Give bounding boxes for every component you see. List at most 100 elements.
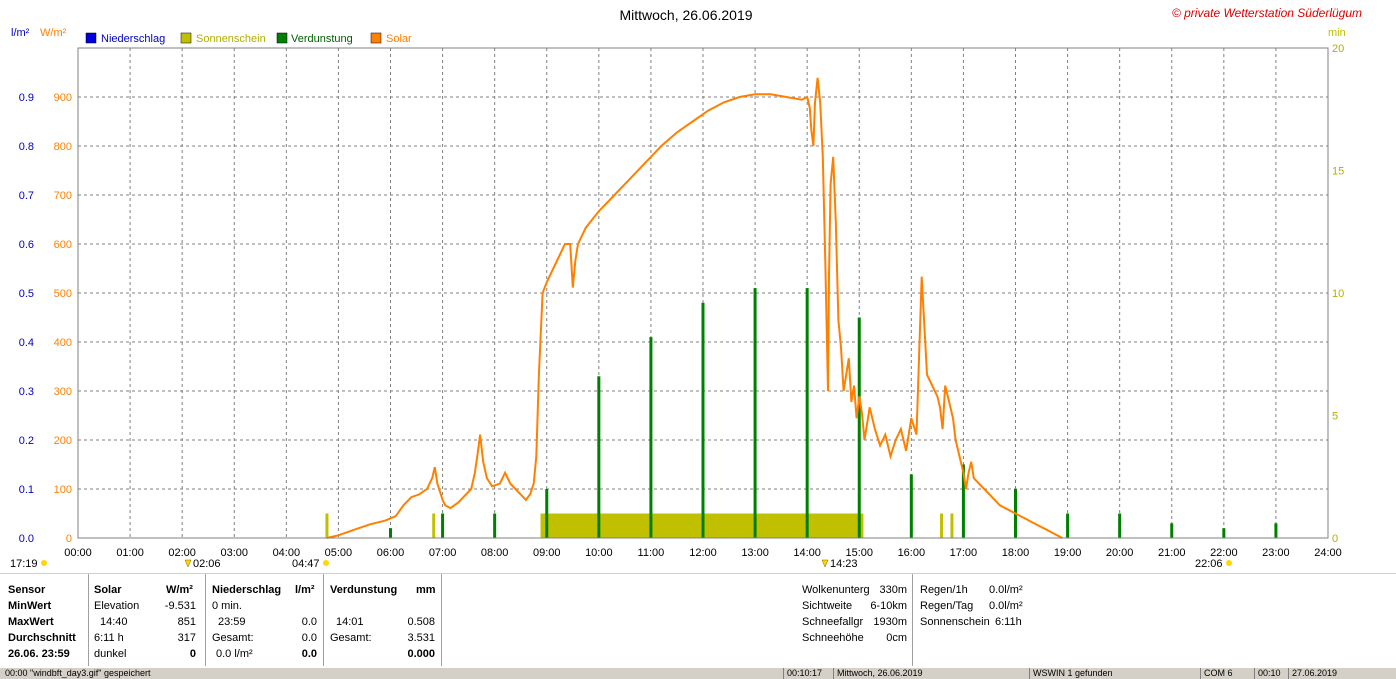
x-tick-label: 13:00 bbox=[741, 547, 769, 559]
evaporation-bar bbox=[493, 513, 497, 538]
y-left-outer-tick-label: 0.5 bbox=[19, 288, 34, 300]
solar-max-time: 14:40 bbox=[100, 616, 128, 628]
x-tick-label: 16:00 bbox=[898, 547, 926, 559]
y-right-tick-label: 10 bbox=[1332, 288, 1344, 300]
marker-label-left: 17:19 bbox=[10, 558, 38, 570]
x-tick-label: 22:00 bbox=[1210, 547, 1238, 559]
x-tick-label: 07:00 bbox=[429, 547, 457, 559]
marker-label-max-a: 02:06 bbox=[193, 558, 221, 570]
solar-avg-label: 6:11 h bbox=[94, 632, 124, 644]
x-tick-label: 12:00 bbox=[689, 547, 717, 559]
evaporation-bar bbox=[753, 288, 757, 538]
weather-value-1: 6-10km bbox=[870, 600, 907, 612]
x-tick-label: 21:00 bbox=[1158, 547, 1186, 559]
x-tick-label: 01:00 bbox=[116, 547, 144, 559]
solar-last-label: dunkel bbox=[94, 648, 127, 660]
verdunstung-last-value: 0.000 bbox=[407, 648, 435, 660]
marker-arrow-max-b bbox=[821, 559, 829, 568]
y-left-inner-tick-label: 500 bbox=[54, 288, 72, 300]
legend-label-verdunstung: Verdunstung bbox=[291, 33, 353, 45]
sunshine-spike bbox=[950, 513, 954, 538]
evaporation-bar bbox=[805, 288, 809, 538]
y-left-outer-tick-label: 0.6 bbox=[19, 239, 34, 251]
evaporation-bar bbox=[389, 528, 392, 538]
legend: Niederschlag Sonnenschein Verdunstung So… bbox=[85, 32, 412, 45]
solar-min-label: Elevation bbox=[94, 600, 140, 612]
evaporation-bar bbox=[1170, 523, 1174, 538]
verdunstung-max-time: 14:01 bbox=[336, 616, 364, 628]
marker-label-sunset: 22:06 bbox=[1195, 558, 1223, 570]
x-tick-label: 08:00 bbox=[481, 547, 509, 559]
rain-label-0: Regen/1h bbox=[920, 584, 968, 596]
solar-min-value: -9.531 bbox=[164, 600, 196, 612]
solar-last-value: 0 bbox=[189, 648, 196, 660]
y-left-outer-tick-label: 0.1 bbox=[19, 484, 34, 496]
y-left-inner-tick-label: 400 bbox=[54, 337, 72, 349]
x-tick-label: 00:00 bbox=[64, 547, 92, 559]
legend-label-niederschlag: Niederschlag bbox=[101, 33, 165, 45]
solar-avg-value: 317 bbox=[177, 632, 196, 644]
status-date: Mittwoch, 26.06.2019 bbox=[833, 668, 923, 679]
solar-unit: W/m² bbox=[166, 584, 193, 596]
evaporation-bar bbox=[1222, 528, 1226, 538]
y-left-inner-tick-label: 200 bbox=[54, 435, 72, 447]
marker-dot-left bbox=[41, 560, 47, 566]
rain-value-0: 0.0l/m² bbox=[989, 584, 1023, 596]
weather-label-0: Wolkenunterg bbox=[802, 584, 870, 596]
y-left-inner-tick-label: 0 bbox=[66, 533, 72, 545]
y-left-outer-tick-label: 0.8 bbox=[19, 141, 34, 153]
unit-label-left-inner: W/m² bbox=[40, 27, 67, 39]
x-tick-label: 17:00 bbox=[950, 547, 978, 559]
legend-label-solar: Solar bbox=[386, 33, 412, 45]
niederschlag-last-label: 0.0 l/m² bbox=[216, 648, 253, 660]
niederschlag-last-value: 0.0 bbox=[301, 648, 317, 660]
marker-label-max-b: 14:23 bbox=[830, 558, 858, 570]
y-right-tick-label: 15 bbox=[1332, 166, 1344, 178]
x-tick-label: 19:00 bbox=[1054, 547, 1082, 559]
verdunstung-avg-value: 3.531 bbox=[407, 632, 435, 644]
verdunstung-max-value: 0.508 bbox=[407, 616, 435, 628]
evaporation-bar bbox=[701, 302, 705, 538]
verdunstung-header: Verdunstung bbox=[330, 584, 398, 596]
evaporation-bar bbox=[909, 474, 913, 538]
evaporation-bar bbox=[1066, 513, 1070, 538]
x-tick-label: 05:00 bbox=[325, 547, 353, 559]
marker-label-sunrise: 04:47 bbox=[292, 558, 320, 570]
y-left-inner-tick-label: 600 bbox=[54, 239, 72, 251]
x-tick-label: 06:00 bbox=[377, 547, 405, 559]
rain-value-2: 6:11h bbox=[995, 616, 1022, 628]
evaporation-bar bbox=[1274, 523, 1278, 538]
unit-label-right: min bbox=[1328, 27, 1346, 39]
niederschlag-max-time: 23:59 bbox=[218, 616, 246, 628]
y-left-inner-tick-label: 300 bbox=[54, 386, 72, 398]
x-tick-label: 10:00 bbox=[585, 547, 613, 559]
rain-label-1: Regen/Tag bbox=[920, 600, 974, 612]
legend-swatch-niederschlag bbox=[85, 32, 97, 44]
status-message: 00:00 "windbft_day3.gif" gespeichert bbox=[5, 668, 151, 678]
x-tick-label: 11:00 bbox=[638, 547, 665, 559]
evaporation-bar bbox=[649, 337, 653, 538]
evaporation-bar bbox=[1118, 513, 1122, 538]
solar-max-value: 851 bbox=[177, 616, 196, 628]
sunshine-spike bbox=[325, 513, 329, 538]
evaporation-bar bbox=[441, 513, 445, 538]
niederschlag-min-label: 0 min. bbox=[212, 600, 242, 612]
status-date2: 27.06.2019 bbox=[1288, 668, 1337, 679]
x-tick-label: 03:00 bbox=[220, 547, 248, 559]
verdunstung-avg-label: Gesamt: bbox=[330, 632, 372, 644]
x-tick-label: 04:00 bbox=[273, 547, 301, 559]
status-wswin: WSWIN 1 gefunden bbox=[1029, 668, 1113, 679]
x-tick-label: 02:00 bbox=[168, 547, 196, 559]
chart-title: Mittwoch, 26.06.2019 bbox=[619, 7, 752, 23]
niederschlag-max-value: 0.0 bbox=[301, 616, 317, 628]
niederschlag-unit: l/m² bbox=[295, 584, 315, 596]
solar-header: Solar bbox=[94, 584, 122, 596]
y-left-outer-tick-label: 0.2 bbox=[19, 435, 34, 447]
legend-swatch-sonnenschein bbox=[180, 32, 192, 44]
sensor-date-label: 26.06. 23:59 bbox=[8, 648, 70, 660]
unit-label-left-outer: l/m² bbox=[11, 27, 30, 39]
rain-label-2: Sonnenschein bbox=[920, 616, 990, 628]
marker-dot-sunrise bbox=[323, 560, 329, 566]
legend-swatch-solar bbox=[370, 32, 382, 44]
y-left-outer-tick-label: 0.4 bbox=[19, 337, 34, 349]
